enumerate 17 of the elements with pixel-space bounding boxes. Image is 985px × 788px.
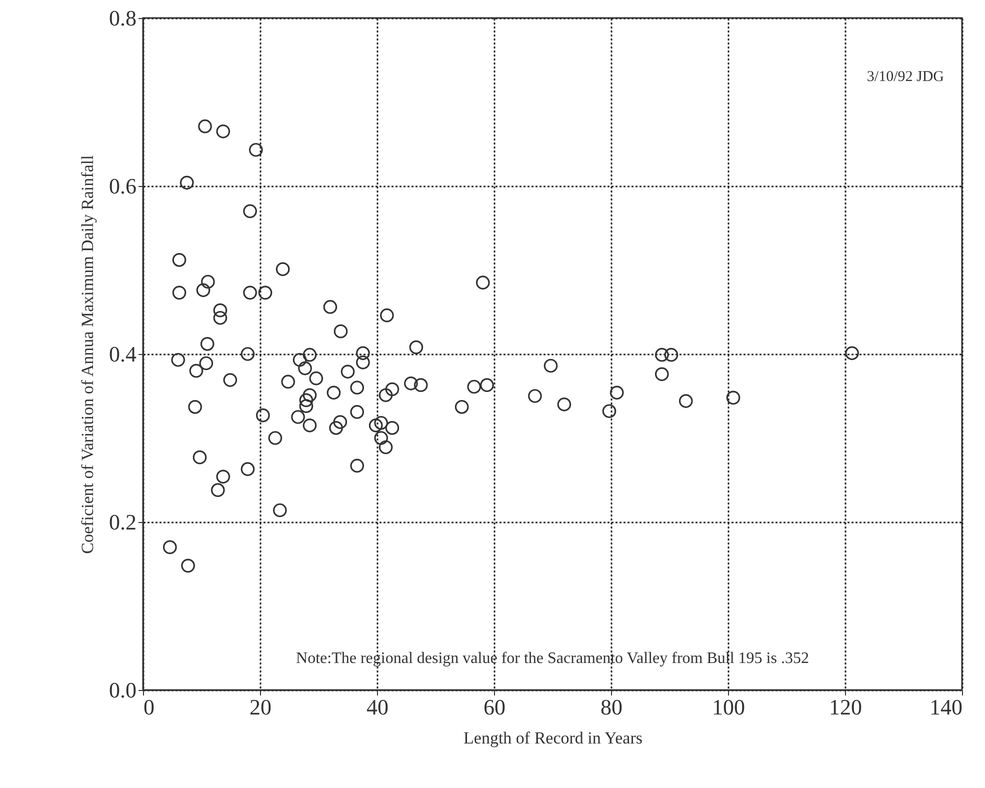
x-tick-label: 80 bbox=[600, 694, 622, 720]
y-tick-label: 0.6 bbox=[109, 174, 136, 198]
x-tick-label: 140 bbox=[930, 694, 962, 720]
y-tick-label: 0.4 bbox=[109, 342, 136, 366]
x-axis-title: Length of Record in Years bbox=[464, 728, 642, 748]
x-tick-label: 0 bbox=[144, 694, 154, 720]
y-tick-label: 0.8 bbox=[109, 6, 136, 30]
x-tick-label: 40 bbox=[366, 694, 388, 720]
x-tick-label: 100 bbox=[712, 694, 745, 720]
y-tick-label: 0.0 bbox=[109, 678, 136, 702]
y-axis-title: Coeficient of Variation of Annua Maximum Daily Rainfall bbox=[78, 154, 97, 554]
x-tick-label: 120 bbox=[829, 694, 862, 720]
x-tick-label: 60 bbox=[484, 694, 506, 720]
x-tick-label: 20 bbox=[250, 694, 272, 720]
annotation: 3/10/92 JDG bbox=[866, 69, 944, 85]
annotation: Note:The regional design value for the Sacramento Valley from Bull 195 is .352 bbox=[296, 650, 809, 667]
y-tick-label: 0.2 bbox=[109, 510, 136, 534]
